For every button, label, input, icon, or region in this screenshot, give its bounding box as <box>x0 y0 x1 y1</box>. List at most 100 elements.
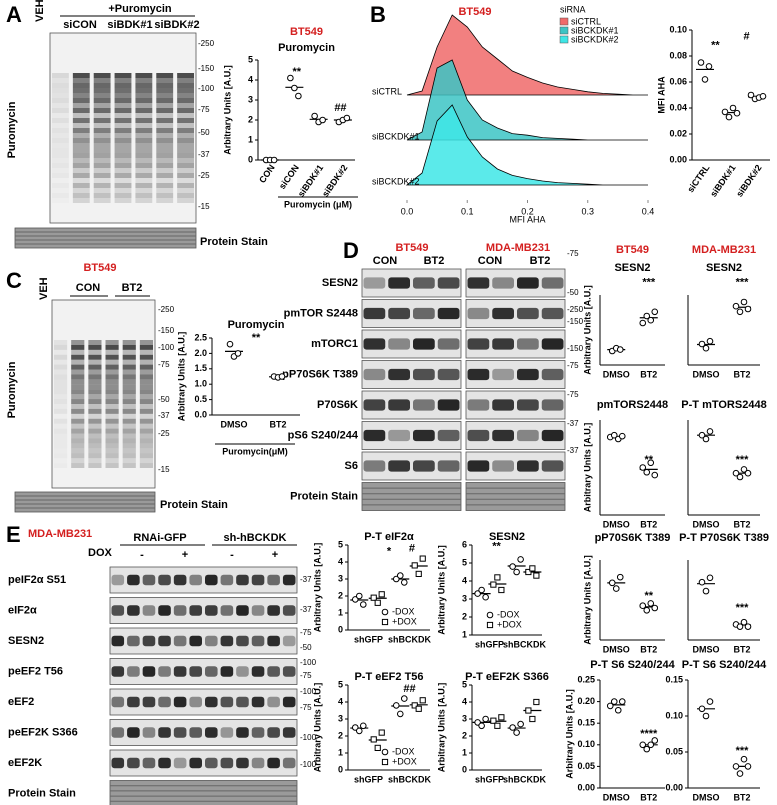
row-label: pmTOR S2448 <box>284 307 358 319</box>
blot <box>109 658 298 685</box>
blot-band <box>139 349 153 355</box>
blot-band <box>177 198 194 203</box>
blot-band <box>122 389 136 395</box>
blot-band <box>52 103 69 108</box>
blot-band <box>388 460 410 472</box>
point <box>612 585 620 592</box>
point <box>374 599 381 606</box>
blot-band <box>72 118 90 123</box>
blot-band <box>135 188 153 193</box>
blot-band <box>135 93 153 98</box>
annotation: ** <box>492 541 501 553</box>
marker-label: -75 <box>300 703 312 712</box>
blot-band <box>93 173 111 178</box>
blot-band <box>173 605 187 616</box>
marker-label: -37 <box>567 419 579 428</box>
blot-band <box>177 173 194 178</box>
blot-band <box>135 168 153 173</box>
blot-band <box>413 307 435 320</box>
blot-band <box>111 605 125 616</box>
blot <box>109 627 298 655</box>
point <box>392 702 400 709</box>
blot-band <box>52 158 69 163</box>
blot-band <box>541 429 564 442</box>
blot-band <box>93 118 111 123</box>
blot-band <box>122 354 136 360</box>
x-tick-label: 0.2 <box>521 206 534 216</box>
blot-band <box>88 379 102 385</box>
point <box>482 715 489 723</box>
blot-band <box>54 408 68 414</box>
blot-band <box>71 359 85 365</box>
x-tick-label: DMSO <box>693 369 720 379</box>
blot-band <box>88 369 102 375</box>
blot-band <box>139 379 153 385</box>
blot-band <box>156 103 174 108</box>
row-label: Protein Stain <box>8 787 76 799</box>
blot-band <box>88 443 102 449</box>
blot-band <box>156 93 174 98</box>
chart-title: P-T P70S6K T389 <box>679 532 769 544</box>
blot-band <box>236 666 249 677</box>
blot-band <box>54 369 68 375</box>
blot-band <box>156 88 174 93</box>
point <box>721 108 729 116</box>
blot-band <box>105 418 119 424</box>
blot-band <box>156 158 174 163</box>
legend-label: -DOX <box>392 606 415 616</box>
y-tick-label: 2 <box>248 114 253 124</box>
y-tick-label: 1 <box>462 629 467 639</box>
blot-band <box>156 173 174 178</box>
blot-band <box>156 143 174 148</box>
blot-band <box>142 757 156 769</box>
blot-band <box>54 428 68 434</box>
y-tick-label: 1 <box>248 134 253 144</box>
blot-band <box>541 399 564 411</box>
blot-band <box>139 340 153 345</box>
blot-band <box>139 384 153 390</box>
blot-band <box>122 413 136 419</box>
y-tick-label: 0.00 <box>665 782 683 792</box>
blot-band <box>54 364 68 370</box>
lane-label: siBDK#2 <box>154 19 199 31</box>
blot-band <box>54 349 68 355</box>
dox-sign: - <box>140 549 144 561</box>
y-axis-label: MFI AHA <box>656 76 666 114</box>
blot-band <box>220 696 234 708</box>
blot-band <box>52 93 69 98</box>
blot-band <box>93 83 111 88</box>
y-tick-label: 0.06 <box>669 76 687 86</box>
point <box>736 623 744 630</box>
blot-band <box>177 158 194 163</box>
row-label: P70S6K <box>317 399 358 411</box>
point <box>378 729 385 736</box>
marker-label: -100 <box>198 84 215 93</box>
panel-letter: A <box>6 2 22 27</box>
point <box>647 459 655 467</box>
point <box>525 568 532 576</box>
blot-band <box>467 399 490 411</box>
blot-band <box>127 635 140 647</box>
y-tick-label: 0.5 <box>194 394 207 404</box>
x-tick-label: DMSO <box>693 519 720 529</box>
blot-band <box>158 635 171 647</box>
point <box>343 114 351 122</box>
blot-band <box>158 605 171 616</box>
point <box>639 741 647 749</box>
blot-band <box>111 757 125 769</box>
point <box>651 471 659 479</box>
blot-band <box>71 418 85 424</box>
blot-band <box>363 399 386 411</box>
blot-band <box>236 757 249 769</box>
blot-band <box>88 374 102 380</box>
legend-marker <box>381 618 389 626</box>
blot-band <box>114 73 132 78</box>
point <box>396 572 404 579</box>
blot-band <box>517 460 539 472</box>
blot-band <box>156 118 174 123</box>
blot-band <box>88 404 102 409</box>
blot-band <box>114 108 132 113</box>
chart-title: BT549 <box>458 6 491 18</box>
blot-band <box>282 605 296 616</box>
blot-band <box>72 78 90 83</box>
